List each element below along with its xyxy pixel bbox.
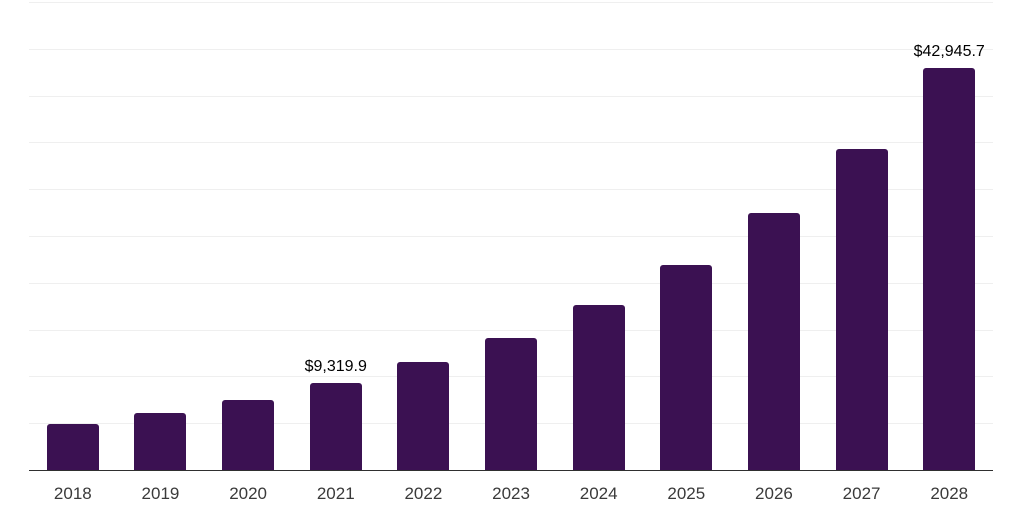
bar-slot-2026 bbox=[730, 2, 818, 470]
gridline bbox=[29, 236, 993, 237]
bar-slot-2025 bbox=[642, 2, 730, 470]
bar-slot-2022 bbox=[380, 2, 468, 470]
gridline bbox=[29, 48, 993, 50]
bar-2027 bbox=[835, 149, 888, 470]
bar-slot-2028: $42,945.7 bbox=[905, 2, 993, 470]
bar-slot-2019 bbox=[117, 2, 205, 470]
gridline bbox=[29, 142, 993, 144]
data-label-2021: $9,319.9 bbox=[304, 357, 367, 375]
gridline bbox=[29, 189, 993, 191]
bar-2022 bbox=[397, 362, 450, 470]
bar-2028: $42,945.7 bbox=[914, 44, 985, 470]
x-tick-label-2025: 2025 bbox=[667, 484, 706, 503]
bar-2020 bbox=[222, 399, 275, 470]
gridline bbox=[29, 329, 993, 331]
x-tick-label-2021: 2021 bbox=[316, 484, 355, 503]
gridline bbox=[29, 95, 993, 97]
x-tick-label-2027: 2027 bbox=[842, 484, 881, 503]
x-tick-label-2019: 2019 bbox=[141, 484, 180, 503]
x-axis: 2018 2019 2020 2021 2022 2023 2024 2025 2026 2027… bbox=[29, 472, 993, 502]
bar-2026 bbox=[747, 213, 800, 470]
bar-2024 bbox=[572, 304, 625, 470]
data-label-2028: $42,945.7 bbox=[913, 43, 985, 61]
gridline bbox=[29, 2, 993, 3]
gridline bbox=[29, 282, 993, 284]
x-tick-label-2020: 2020 bbox=[229, 484, 268, 503]
x-tick-label-2023: 2023 bbox=[492, 484, 530, 503]
x-tick-label-2028: 2028 bbox=[930, 484, 969, 503]
x-tick-label-2024: 2024 bbox=[579, 484, 618, 503]
x-tick-label-2018: 2018 bbox=[53, 484, 92, 503]
bar-slot-2024 bbox=[555, 2, 643, 470]
bar-2025 bbox=[660, 264, 713, 470]
bar-2019 bbox=[134, 412, 187, 470]
x-tick-label-2026: 2026 bbox=[755, 484, 793, 503]
plot-area: $9,319.9 $42,945.7 bbox=[29, 2, 993, 471]
bar-slot-2020 bbox=[204, 2, 292, 470]
x-tick-label-2022: 2022 bbox=[404, 484, 443, 503]
bar-2018 bbox=[46, 423, 99, 470]
bar-series: $9,319.9 $42,945.7 bbox=[29, 2, 993, 470]
bar-2021: $9,319.9 bbox=[305, 358, 367, 470]
bar-2023 bbox=[485, 337, 538, 470]
bar-slot-2027 bbox=[818, 2, 906, 470]
bar-slot-2023 bbox=[467, 2, 555, 470]
bar-slot-2021: $9,319.9 bbox=[292, 2, 380, 470]
bar-slot-2018 bbox=[29, 2, 117, 470]
